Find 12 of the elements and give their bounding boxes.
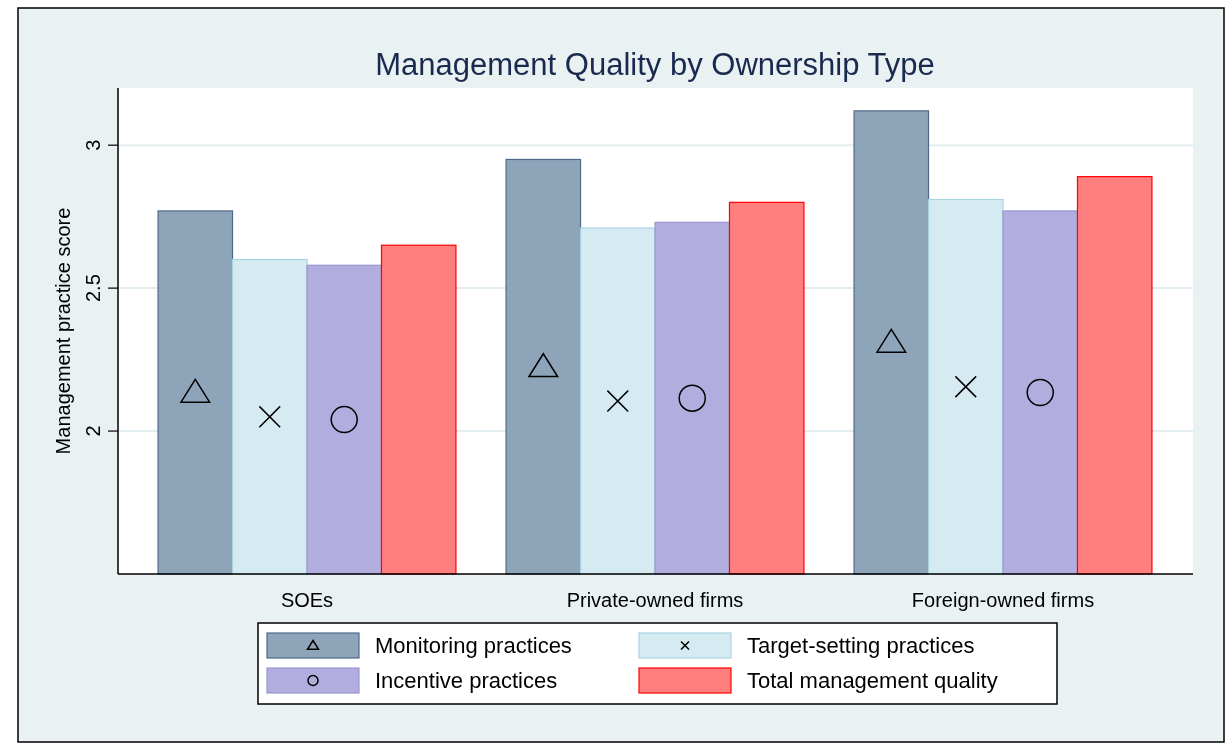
legend-label: Monitoring practices: [375, 633, 572, 658]
legend-label: Total management quality: [747, 668, 998, 693]
y-axis-title: Management practice score: [52, 207, 74, 455]
y-tick-label: 3: [82, 139, 104, 151]
legend-label: Target-setting practices: [747, 633, 975, 658]
legend-label: Incentive practices: [375, 668, 558, 693]
y-tick-label: 2.5: [82, 274, 104, 303]
y-tick-label: 2: [82, 425, 104, 437]
x-tick-label: SOEs: [280, 589, 334, 611]
chart-title: Management Quality by Ownership Type: [375, 47, 935, 82]
x-tick-label: Foreign-owned firms: [911, 589, 1095, 611]
x-tick-label: Private-owned firms: [566, 589, 744, 611]
